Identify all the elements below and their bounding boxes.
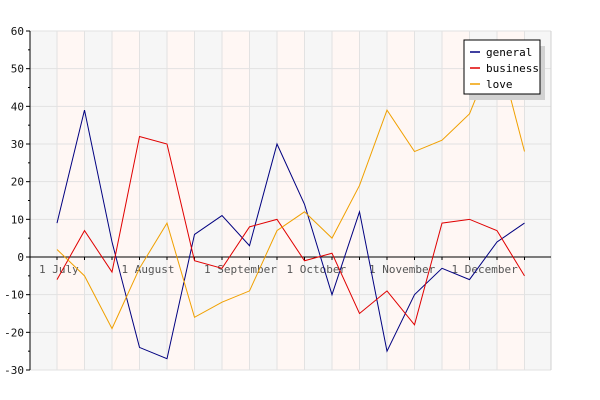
background-band (194, 31, 222, 370)
legend-label-business: business (486, 62, 539, 75)
x-date-label: 1 December (452, 263, 519, 276)
x-date-label: 1 November (369, 263, 436, 276)
background-band (277, 31, 305, 370)
y-tick-label: -30 (4, 364, 24, 377)
y-tick-label: 60 (11, 25, 24, 38)
background-band (387, 31, 415, 370)
y-tick-label: 30 (11, 138, 24, 151)
x-date-label: 1 August (122, 263, 175, 276)
background-band (84, 31, 112, 370)
x-axis-labels: 1 July 1 August 1 September 1 October 1 Nove… (39, 263, 518, 276)
y-tick-label: 10 (11, 213, 24, 226)
background-bands (30, 31, 551, 370)
background-band (139, 31, 167, 370)
legend: general business love (463, 39, 545, 100)
background-band (359, 31, 387, 370)
background-band (112, 31, 140, 370)
y-tick-label: 50 (11, 63, 24, 76)
x-date-label: 1 July (39, 263, 79, 276)
y-tick-label: 40 (11, 100, 24, 113)
legend-box (463, 39, 541, 95)
legend-label-general: general (486, 46, 532, 59)
background-band (249, 31, 277, 370)
series-line-business (56, 135, 525, 326)
x-date-label: 1 October (287, 263, 347, 276)
y-tick-label: -10 (4, 289, 24, 302)
y-tick-label: 0 (17, 251, 24, 264)
y-tick-label: -20 (4, 326, 24, 339)
series-line-general (56, 109, 525, 360)
y-tick-label: 20 (11, 176, 24, 189)
x-date-label: 1 September (204, 263, 277, 276)
y-axis-ticks: -30 -20 -10 0 10 20 30 40 50 60 (4, 25, 30, 377)
background-band (332, 31, 360, 370)
legend-label-love: love (486, 78, 513, 91)
background-band (304, 31, 332, 370)
background-band (57, 31, 85, 370)
series-line-love (56, 44, 525, 330)
background-band (414, 31, 442, 370)
background-band (222, 31, 250, 370)
background-band (30, 31, 57, 370)
series-lines (56, 44, 525, 360)
